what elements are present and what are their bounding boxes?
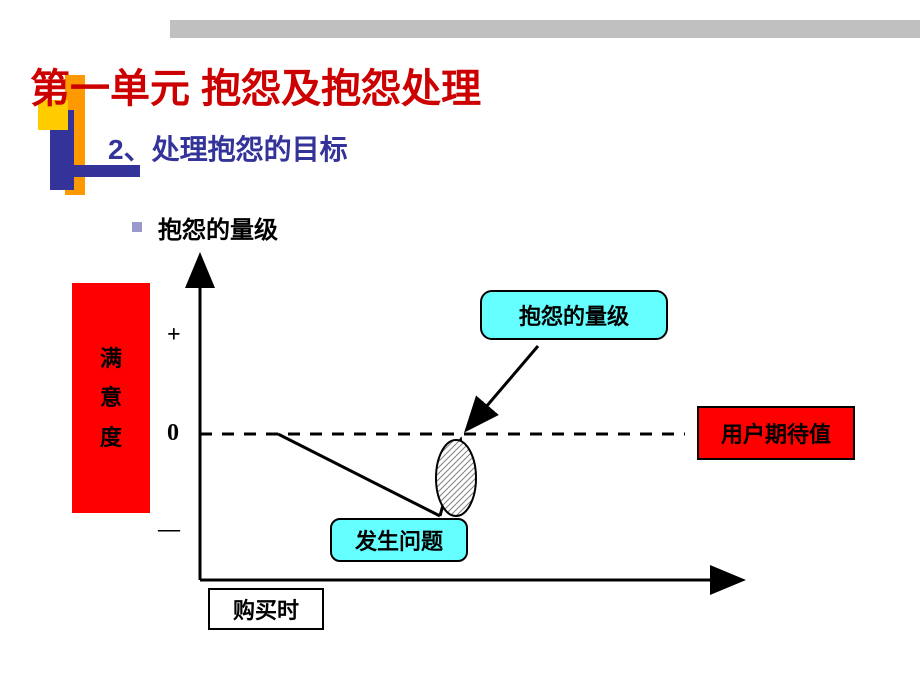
v-line-down [278, 434, 440, 516]
callout-arrow [468, 346, 538, 428]
gap-ellipse [436, 440, 476, 516]
chart-svg [0, 0, 920, 690]
